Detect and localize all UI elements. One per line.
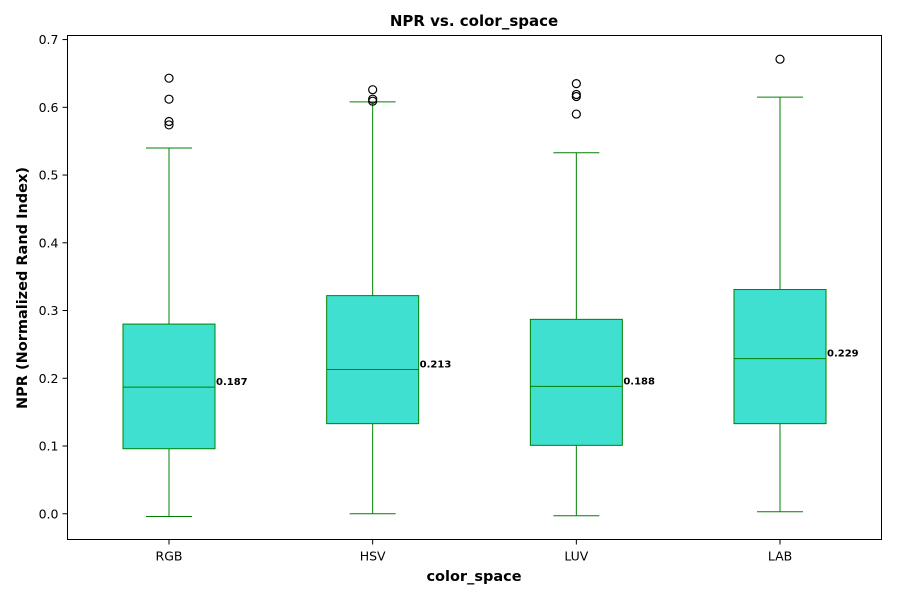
iqr-box: [326, 295, 420, 425]
outlier-point: [164, 94, 174, 104]
outlier-point: [571, 78, 581, 89]
outlier-point: [368, 94, 378, 104]
outlier-point: [775, 54, 785, 64]
x-axis-label: color_space: [426, 569, 521, 585]
iqr-box: [733, 289, 827, 425]
y-tick-label-1: 0.1: [39, 439, 59, 454]
y-axis-label: NPR (Normalized Rand Index): [15, 167, 31, 409]
outlier-point: [571, 109, 581, 119]
y-tick-label-4: 0.4: [39, 235, 59, 250]
y-tick-label-0: 0.0: [39, 506, 59, 521]
plot-area: 0.187 0.213 0.188 0.229: [122, 54, 859, 517]
median-label-rgb: 0.187: [216, 377, 248, 388]
chart-title: NPR vs. color_space: [390, 12, 558, 30]
median-label-lab: 0.229: [827, 349, 859, 360]
box-hsv: 0.213: [326, 85, 452, 515]
y-tick-label-7: 0.7: [39, 32, 59, 47]
median-label-luv: 0.188: [623, 376, 655, 387]
y-tick-label-3: 0.3: [39, 303, 59, 318]
x-tick-label-lab: LAB: [768, 549, 792, 564]
outlier-point: [368, 85, 378, 95]
box-rgb: 0.187: [122, 73, 248, 517]
outlier-point: [164, 116, 174, 127]
y-tick-label-5: 0.5: [39, 168, 59, 183]
outlier-point: [164, 120, 174, 130]
x-tick-label-rgb: RGB: [156, 549, 183, 564]
box-luv: 0.188: [529, 78, 655, 517]
box-lab: 0.229: [733, 54, 859, 513]
x-tick-label-luv: LUV: [564, 549, 588, 564]
median-label-hsv: 0.213: [420, 359, 452, 370]
x-tick-label-hsv: HSV: [360, 549, 386, 564]
plot-frame: [67, 35, 882, 540]
y-tick-label-2: 0.2: [39, 371, 59, 386]
iqr-box: [529, 318, 623, 446]
y-tick-label-6: 0.6: [39, 100, 59, 115]
outlier-point: [571, 89, 581, 100]
outlier-point: [164, 73, 174, 83]
iqr-box: [122, 323, 216, 450]
